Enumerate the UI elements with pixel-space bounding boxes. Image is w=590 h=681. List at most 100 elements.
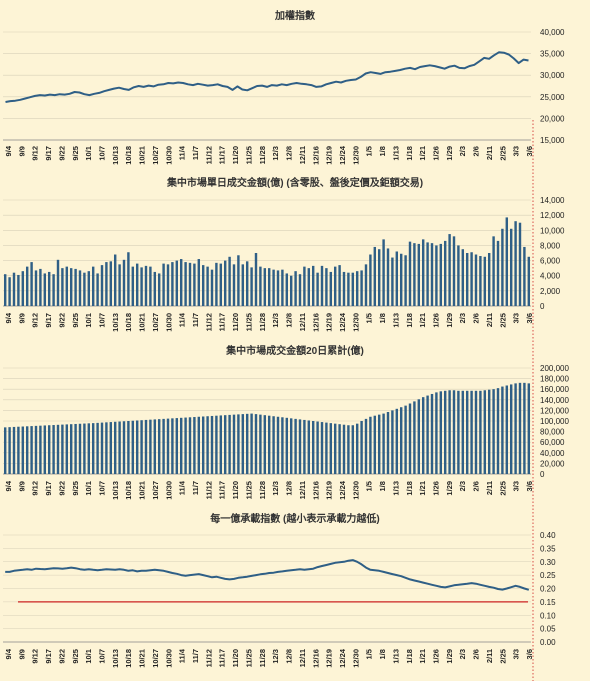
x-tick-label: 1/13 (391, 313, 400, 328)
bar (65, 424, 69, 474)
x-tick-label: 1/26 (432, 481, 441, 496)
x-tick-label: 9/4 (4, 145, 13, 156)
x-tick-label: 3/3 (512, 146, 521, 156)
x-tick-label: 1/18 (405, 481, 414, 496)
x-tick-label: 1/18 (405, 313, 414, 328)
bar (474, 390, 478, 474)
y-tick-label: 6,000 (540, 257, 561, 266)
bar (250, 413, 253, 474)
bar (201, 265, 205, 306)
series-line (5, 559, 530, 591)
x-tick-label: 12/30 (351, 146, 360, 165)
bar (47, 425, 51, 474)
bar (87, 271, 91, 306)
bar (448, 390, 451, 474)
x-tick-label: 1/13 (391, 481, 400, 496)
bar (342, 271, 346, 306)
bar (157, 273, 161, 306)
bar (347, 425, 350, 474)
bar (369, 254, 372, 306)
bar (87, 423, 91, 474)
x-tick-label: 12/16 (311, 313, 320, 332)
x-tick-label: 9/9 (17, 146, 26, 156)
bar (439, 391, 443, 474)
bar (74, 268, 77, 306)
x-tick-label: 11/20 (231, 481, 240, 499)
x-tick-label: 9/17 (44, 481, 53, 496)
bar (320, 422, 324, 474)
x-tick-label: 9/12 (31, 481, 40, 496)
bar (417, 399, 421, 474)
bar (426, 395, 429, 474)
y-tick-label: 10,000 (540, 226, 565, 235)
x-tick-label: 12/11 (298, 649, 307, 667)
bar (443, 240, 447, 306)
bar (109, 422, 113, 474)
x-tick-label: 9/4 (4, 648, 13, 659)
y-tick-label: 4,000 (540, 272, 561, 281)
bar (351, 272, 355, 306)
bar (109, 261, 113, 306)
bar (140, 420, 143, 474)
bar (386, 411, 390, 474)
x-tick-label: 11/4 (178, 145, 187, 160)
x-tick-label: 1/26 (432, 146, 441, 161)
x-tick-label: 9/17 (44, 649, 53, 664)
bar (223, 415, 227, 474)
bar (303, 419, 306, 474)
bar (122, 421, 126, 474)
x-tick-label: 9/22 (57, 481, 66, 496)
bar (523, 382, 526, 474)
bar (443, 390, 447, 474)
bar (219, 263, 223, 306)
x-tick-label: 1/5 (365, 313, 374, 323)
bar (34, 270, 38, 306)
bar (52, 274, 55, 306)
x-tick-label: 9/17 (44, 146, 53, 161)
bar (219, 415, 223, 474)
x-tick-label: 2/11 (485, 649, 494, 663)
bar (149, 266, 152, 306)
bar (518, 382, 522, 474)
x-tick-label: 12/30 (351, 481, 360, 500)
x-tick-label: 1/8 (378, 481, 387, 491)
y-tick-label: 80,000 (540, 428, 565, 437)
x-tick-label: 12/16 (311, 146, 320, 165)
y-tick-label: 0.25 (540, 571, 556, 580)
x-tick-label: 10/30 (164, 313, 173, 332)
bar (171, 418, 174, 474)
bar (91, 423, 95, 474)
bar (487, 253, 491, 306)
bar (113, 421, 117, 474)
bar (509, 228, 513, 306)
bar (131, 266, 135, 306)
x-tick-label: 11/4 (178, 648, 187, 663)
bar (228, 256, 231, 306)
bar (267, 268, 271, 306)
x-tick-label: 10/27 (151, 313, 160, 332)
bar (17, 426, 20, 474)
y-tick-label: 100,000 (540, 417, 569, 426)
bar (210, 415, 214, 474)
bar (184, 417, 187, 474)
bar (43, 425, 47, 474)
x-tick-label: 9/22 (57, 146, 66, 161)
x-tick-label: 9/25 (71, 146, 80, 161)
x-tick-label: 1/29 (445, 146, 454, 161)
y-tick-label: 12,000 (540, 211, 565, 220)
chart-title: 集中市場單日成交金額(億) (含零股、盤後定價及鉅額交易) (166, 176, 423, 189)
x-tick-label: 1/5 (365, 649, 374, 659)
bar (505, 385, 509, 474)
y-tick-label: 120,000 (540, 406, 569, 415)
x-tick-label: 9/12 (31, 313, 40, 328)
x-tick-label: 10/21 (138, 481, 147, 500)
bar (272, 416, 275, 474)
x-tick-label: 12/16 (311, 481, 320, 500)
y-tick-label: 25,000 (540, 93, 565, 102)
bar (421, 239, 425, 306)
x-tick-label: 1/5 (365, 146, 374, 156)
y-tick-label: 20,000 (540, 114, 565, 123)
bar (501, 386, 504, 474)
bar (435, 392, 438, 474)
bar (175, 418, 179, 474)
